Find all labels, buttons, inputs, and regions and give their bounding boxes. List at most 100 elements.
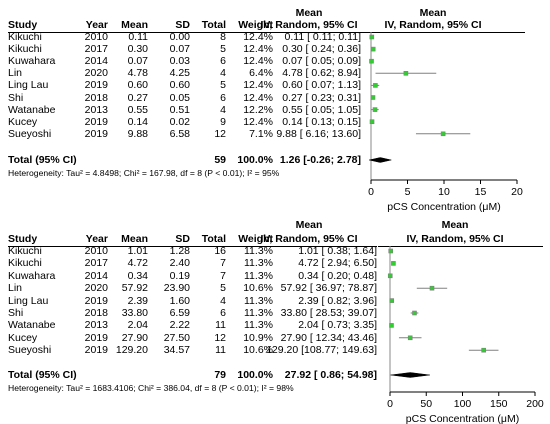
row-total: 5 bbox=[220, 282, 226, 295]
row-mean: 9.88 bbox=[127, 127, 148, 140]
plot-header-top: Mean bbox=[419, 7, 447, 19]
pooled-estimate-diamond bbox=[390, 372, 430, 378]
row-mean: 57.92 bbox=[121, 282, 148, 295]
row-year: 2017 bbox=[84, 43, 108, 56]
row-ci: 33.80 [ 28.53; 39.07] bbox=[280, 307, 377, 319]
row-ci: 0.14 [ 0.13; 0.15] bbox=[282, 115, 361, 128]
row-weight: 6.4% bbox=[249, 67, 273, 80]
header-rule bbox=[378, 246, 543, 247]
row-sd: 0.51 bbox=[169, 103, 190, 116]
row-study: Lin bbox=[8, 67, 23, 80]
row-study: Lin bbox=[8, 282, 23, 295]
row-mean: 0.60 bbox=[127, 79, 148, 92]
row-weight: 10.6% bbox=[243, 344, 273, 357]
row-study: Shi bbox=[8, 307, 24, 319]
pooled-estimate-diamond bbox=[369, 157, 392, 163]
row-mean: 2.39 bbox=[127, 294, 148, 307]
col-header-mean: Mean bbox=[121, 233, 148, 245]
x-tick-label: 150 bbox=[490, 398, 508, 410]
total-weight: 100.0% bbox=[237, 154, 273, 166]
total-label: Total (95% CI) bbox=[8, 369, 77, 381]
total-ci: 1.26 [-0.26; 2.78] bbox=[279, 154, 361, 166]
forest-plot-panel-2: Mean Study Year Mean SD Total Weight IV, Random… bbox=[0, 212, 550, 424]
header-rule bbox=[8, 246, 377, 247]
total-ci: 27.92 [ 0.86; 54.98] bbox=[284, 369, 377, 381]
row-total: 5 bbox=[220, 79, 226, 92]
row-year: 2010 bbox=[84, 245, 108, 257]
row-total: 4 bbox=[220, 103, 226, 116]
row-weight: 10.6% bbox=[243, 282, 273, 295]
row-weight: 12.4% bbox=[243, 115, 273, 128]
row-sd: 6.59 bbox=[169, 307, 190, 319]
x-tick-label: 5 bbox=[405, 186, 411, 198]
col-header-year: Year bbox=[85, 19, 108, 31]
row-year: 2010 bbox=[84, 31, 108, 43]
x-tick-label: 0 bbox=[368, 186, 374, 198]
row-total: 12 bbox=[214, 331, 226, 344]
point-estimate-marker bbox=[412, 310, 417, 316]
point-estimate-marker bbox=[369, 58, 374, 64]
row-sd: 0.03 bbox=[169, 55, 190, 68]
row-total: 4 bbox=[220, 67, 226, 80]
row-study: Watanabe bbox=[8, 103, 56, 116]
col-header-sd: SD bbox=[175, 19, 190, 31]
row-sd: 6.58 bbox=[169, 127, 190, 140]
total-label: Total (95% CI) bbox=[8, 154, 77, 166]
row-weight: 11.3% bbox=[244, 257, 273, 270]
ci-header-bottom: IV, Random, 95% CI bbox=[260, 19, 358, 31]
row-weight: 11.3% bbox=[244, 245, 273, 257]
row-mean: 0.34 bbox=[127, 269, 148, 282]
row-weight: 10.9% bbox=[243, 331, 273, 344]
row-year: 2013 bbox=[84, 103, 108, 116]
row-study: Kuwahara bbox=[8, 269, 56, 282]
row-total: 6 bbox=[220, 91, 226, 104]
plot-header-bottom: IV, Random, 95% CI bbox=[406, 233, 504, 245]
row-mean: 0.30 bbox=[127, 43, 148, 56]
row-sd: 0.00 bbox=[169, 31, 190, 43]
point-estimate-marker bbox=[403, 71, 409, 76]
row-year: 2020 bbox=[84, 282, 108, 295]
row-mean: 0.27 bbox=[127, 91, 148, 104]
row-year: 2019 bbox=[84, 79, 108, 92]
ci-header-bottom: IV, Random, 95% CI bbox=[260, 233, 358, 245]
row-year: 2020 bbox=[84, 67, 108, 80]
row-year: 2014 bbox=[84, 55, 108, 68]
row-total: 6 bbox=[220, 307, 226, 319]
forest-plot-graphic: 0 50 100 150 200 pCS Concentration (μM) bbox=[387, 246, 544, 424]
row-sd: 1.60 bbox=[169, 294, 190, 307]
row-study: Kikuchi bbox=[8, 31, 42, 43]
row-ci: 1.01 [ 0.38; 1.64] bbox=[298, 245, 377, 257]
row-weight: 12.4% bbox=[243, 31, 273, 43]
col-header-total: Total bbox=[201, 233, 226, 245]
row-mean: 33.80 bbox=[121, 307, 148, 319]
row-ci: 4.72 [ 2.94; 6.50] bbox=[298, 257, 377, 270]
point-estimate-marker bbox=[370, 95, 376, 100]
col-header-study: Study bbox=[8, 19, 38, 31]
row-study: Ling Lau bbox=[8, 79, 49, 92]
row-year: 2018 bbox=[84, 307, 108, 319]
row-study: Kuwahara bbox=[8, 55, 56, 68]
row-year: 2014 bbox=[84, 269, 108, 282]
row-study: Kikuchi bbox=[8, 257, 42, 270]
row-total: 16 bbox=[214, 245, 226, 257]
row-weight: 7.1% bbox=[249, 127, 273, 140]
x-axis-label: pCS Concentration (μM) bbox=[406, 413, 519, 424]
col-header-weight: Weight bbox=[238, 233, 273, 245]
row-weight: 12.2% bbox=[243, 103, 273, 116]
total-weight: 100.0% bbox=[237, 369, 273, 381]
point-estimate-marker bbox=[369, 119, 375, 124]
row-year: 2019 bbox=[84, 127, 108, 140]
row-ci: 0.60 [ 0.07; 1.13] bbox=[282, 79, 361, 92]
row-sd: 2.40 bbox=[169, 257, 190, 270]
row-study: Watanabe bbox=[8, 319, 56, 332]
row-sd: 1.28 bbox=[169, 245, 190, 257]
row-year: 2019 bbox=[84, 294, 108, 307]
row-ci: 4.78 [ 0.62; 8.94] bbox=[282, 67, 361, 80]
row-total: 12 bbox=[214, 127, 226, 140]
row-mean: 0.11 bbox=[128, 31, 148, 43]
row-weight: 11.3% bbox=[244, 307, 273, 319]
row-mean: 27.90 bbox=[121, 331, 148, 344]
point-estimate-marker bbox=[481, 347, 486, 353]
row-study: Ling Lau bbox=[8, 294, 49, 307]
row-mean: 2.04 bbox=[127, 319, 148, 332]
